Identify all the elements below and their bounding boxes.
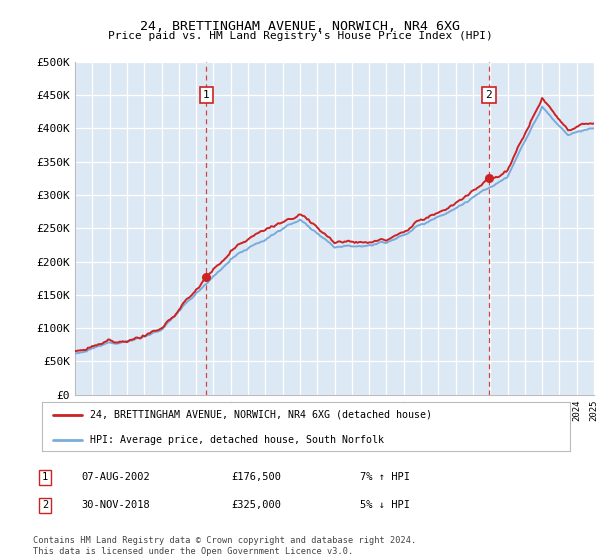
Text: 5% ↓ HPI: 5% ↓ HPI [360, 500, 410, 510]
Text: £325,000: £325,000 [231, 500, 281, 510]
Text: 2: 2 [42, 500, 48, 510]
Text: 7% ↑ HPI: 7% ↑ HPI [360, 472, 410, 482]
Text: 1: 1 [203, 90, 210, 100]
Text: 2: 2 [485, 90, 492, 100]
Text: 1: 1 [42, 472, 48, 482]
Text: 24, BRETTINGHAM AVENUE, NORWICH, NR4 6XG: 24, BRETTINGHAM AVENUE, NORWICH, NR4 6XG [140, 20, 460, 32]
Text: 24, BRETTINGHAM AVENUE, NORWICH, NR4 6XG (detached house): 24, BRETTINGHAM AVENUE, NORWICH, NR4 6XG… [89, 410, 431, 420]
Text: 30-NOV-2018: 30-NOV-2018 [81, 500, 150, 510]
Text: 07-AUG-2002: 07-AUG-2002 [81, 472, 150, 482]
Text: Price paid vs. HM Land Registry's House Price Index (HPI): Price paid vs. HM Land Registry's House … [107, 31, 493, 41]
Text: Contains HM Land Registry data © Crown copyright and database right 2024.
This d: Contains HM Land Registry data © Crown c… [33, 536, 416, 556]
Text: HPI: Average price, detached house, South Norfolk: HPI: Average price, detached house, Sout… [89, 435, 383, 445]
Text: £176,500: £176,500 [231, 472, 281, 482]
